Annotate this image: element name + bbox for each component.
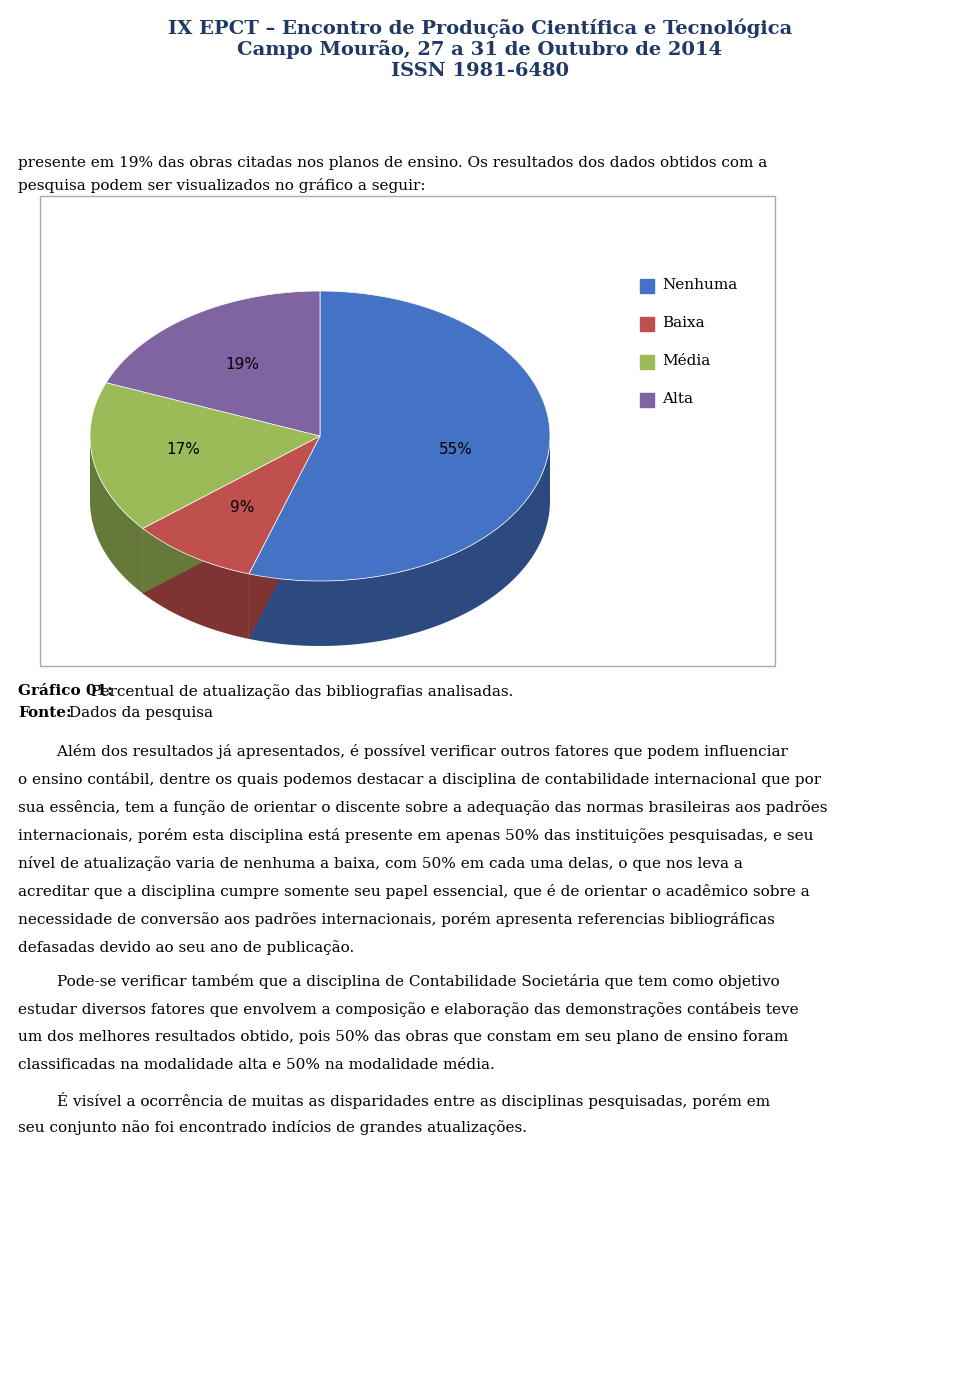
Text: Média: Média bbox=[662, 354, 710, 367]
Text: necessidade de conversão aos padrões internacionais, porém apresenta referencias: necessidade de conversão aos padrões int… bbox=[18, 912, 775, 927]
Bar bbox=[640, 279, 654, 293]
Text: Baixa: Baixa bbox=[662, 316, 705, 330]
Polygon shape bbox=[143, 436, 320, 593]
Text: acreditar que a disciplina cumpre somente seu papel essencial, que é de orientar: acreditar que a disciplina cumpre soment… bbox=[18, 883, 809, 899]
Polygon shape bbox=[143, 436, 320, 593]
Text: Percentual de atualização das bibliografias analisadas.: Percentual de atualização das bibliograf… bbox=[86, 684, 514, 699]
Text: É visível a ocorrência de muitas as disparidades entre as disciplinas pesquisada: É visível a ocorrência de muitas as disp… bbox=[18, 1093, 770, 1109]
Polygon shape bbox=[107, 290, 320, 436]
Bar bbox=[40, 195, 775, 666]
Polygon shape bbox=[249, 436, 320, 638]
Text: pesquisa podem ser visualizados no gráfico a seguir:: pesquisa podem ser visualizados no gráfi… bbox=[18, 178, 425, 193]
Polygon shape bbox=[249, 438, 550, 645]
Text: 19%: 19% bbox=[226, 356, 259, 372]
Text: classificadas na modalidade alta e 50% na modalidade média.: classificadas na modalidade alta e 50% n… bbox=[18, 1058, 494, 1072]
Text: seu conjunto não foi encontrado indícios de grandes atualizações.: seu conjunto não foi encontrado indícios… bbox=[18, 1120, 527, 1135]
Text: Campo Mourão, 27 a 31 de Outubro de 2014: Campo Mourão, 27 a 31 de Outubro de 2014 bbox=[237, 40, 723, 59]
Text: o ensino contábil, dentre os quais podemos destacar a disciplina de contabilidad: o ensino contábil, dentre os quais podem… bbox=[18, 772, 821, 787]
Polygon shape bbox=[249, 436, 320, 638]
Polygon shape bbox=[90, 436, 143, 593]
Text: Dados da pesquisa: Dados da pesquisa bbox=[64, 706, 213, 720]
Text: defasadas devido ao seu ano de publicação.: defasadas devido ao seu ano de publicaçã… bbox=[18, 940, 354, 955]
Text: Fonte:: Fonte: bbox=[18, 706, 72, 720]
Text: nível de atualização varia de nenhuma a baixa, com 50% em cada uma delas, o que : nível de atualização varia de nenhuma a … bbox=[18, 856, 743, 871]
Text: Além dos resultados já apresentados, é possível verificar outros fatores que pod: Além dos resultados já apresentados, é p… bbox=[18, 744, 788, 760]
Polygon shape bbox=[143, 528, 249, 638]
Text: 9%: 9% bbox=[230, 501, 254, 516]
Text: ISSN 1981-6480: ISSN 1981-6480 bbox=[391, 62, 569, 80]
Text: internacionais, porém esta disciplina está presente em apenas 50% das instituiçõ: internacionais, porém esta disciplina es… bbox=[18, 828, 813, 843]
Text: um dos melhores resultados obtido, pois 50% das obras que constam em seu plano d: um dos melhores resultados obtido, pois … bbox=[18, 1031, 788, 1044]
Bar bbox=[640, 316, 654, 332]
Text: sua essência, tem a função de orientar o discente sobre a adequação das normas b: sua essência, tem a função de orientar o… bbox=[18, 799, 828, 815]
Text: presente em 19% das obras citadas nos planos de ensino. Os resultados dos dados : presente em 19% das obras citadas nos pl… bbox=[18, 155, 767, 171]
Text: Gráfico 01:: Gráfico 01: bbox=[18, 684, 112, 698]
Polygon shape bbox=[90, 383, 320, 528]
Text: Nenhuma: Nenhuma bbox=[662, 278, 737, 292]
Text: 17%: 17% bbox=[167, 442, 201, 457]
Text: 55%: 55% bbox=[440, 442, 473, 457]
Polygon shape bbox=[143, 436, 320, 574]
Text: IX EPCT – Encontro de Produção Científica e Tecnológica: IX EPCT – Encontro de Produção Científic… bbox=[168, 18, 792, 37]
Polygon shape bbox=[249, 290, 550, 581]
Text: estudar diversos fatores que envolvem a composição e elaboração das demonstraçõe: estudar diversos fatores que envolvem a … bbox=[18, 1002, 799, 1017]
Bar bbox=[640, 355, 654, 369]
Bar bbox=[640, 394, 654, 407]
Text: Alta: Alta bbox=[662, 392, 693, 406]
Text: Pode-se verificar também que a disciplina de Contabilidade Societária que tem co: Pode-se verificar também que a disciplin… bbox=[18, 974, 780, 989]
